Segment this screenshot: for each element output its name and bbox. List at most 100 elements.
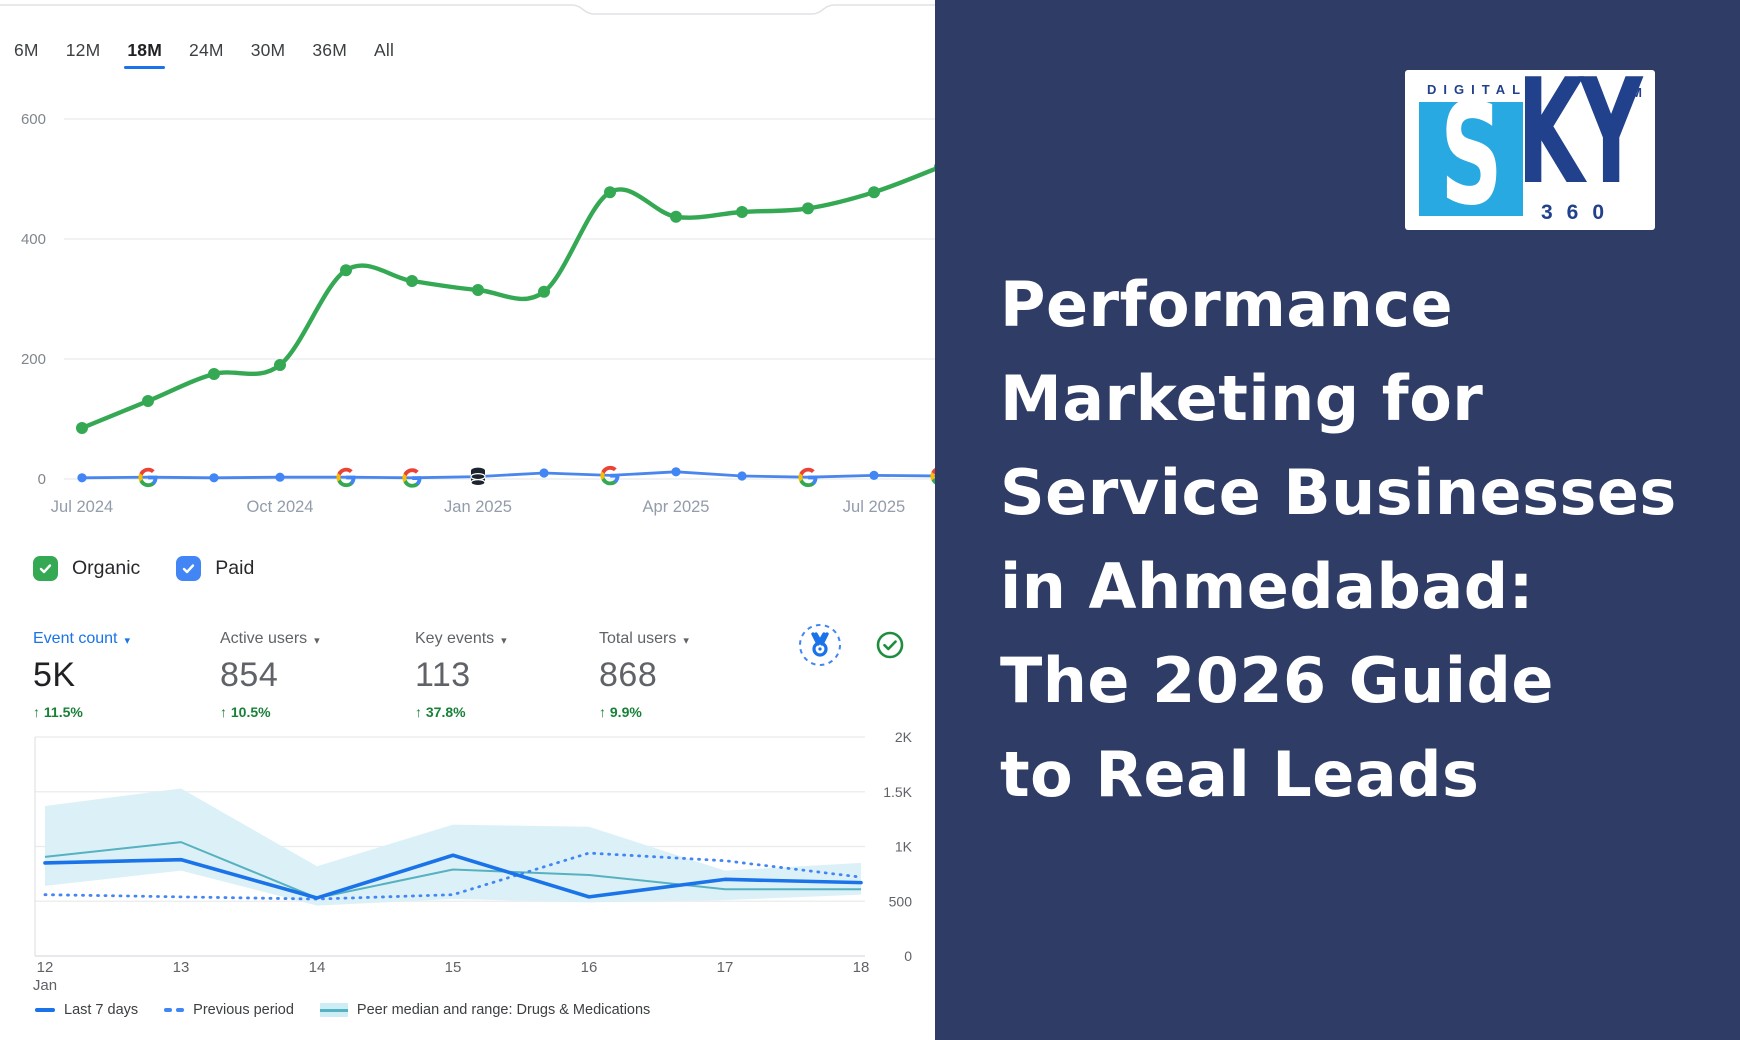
svg-text:200: 200 [21,351,46,368]
svg-text:600: 600 [21,111,46,128]
svg-text:1K: 1K [895,839,913,855]
chevron-down-icon: ▾ [501,634,507,647]
svg-text:16: 16 [581,959,598,976]
legend-item: Peer median and range: Drugs & Medicatio… [319,1002,650,1018]
series-toggle-row: Organic Paid [33,556,254,581]
paid-point-dot [539,468,549,478]
organic-point [736,206,748,218]
paid-point-dot [77,473,87,483]
metric-selector[interactable]: Total users ▾ [599,630,689,647]
title-line: to Real Leads [1000,738,1480,811]
google-icon [930,468,935,485]
toggle-paid[interactable]: Paid [176,556,254,581]
organic-line [79,166,935,431]
organic-point [208,368,220,380]
metrics-row: Event count ▾ 5K ↑ 11.5% Active users ▾ 854 ↑ 1… [0,630,935,725]
svg-text:1.5K: 1.5K [883,784,912,800]
logo-s-letter: S [1439,74,1503,237]
metric-selector[interactable]: Key events ▾ [415,630,507,647]
svg-text:Jul 2024: Jul 2024 [51,498,113,516]
up-arrow-icon: ↑ [415,704,422,720]
google-icon [600,465,620,486]
verified-check-icon[interactable] [876,631,904,659]
organic-point [802,202,814,215]
time-range-tab-24m[interactable]: 24M [189,40,224,60]
svg-text:Jan: Jan [33,977,57,994]
svg-text:0: 0 [904,948,912,964]
logo-360-text: 360 [1541,201,1619,224]
svg-text:Apr 2025: Apr 2025 [643,498,710,516]
overlay-panel: Performance Marketing for Service Business… [935,0,1740,1040]
time-range-tab-12m[interactable]: 12M [65,40,101,60]
paid-point-dot [869,470,879,480]
svg-text:13: 13 [173,959,190,976]
solid-line-swatch [35,1008,55,1012]
metric-key-events: Key events ▾ 113 ↑ 37.8% [415,630,507,720]
svg-text:0: 0 [38,471,46,488]
paid-point-dot [737,471,747,481]
title-line: Performance [1000,268,1454,341]
time-range-tab-all[interactable]: All [374,40,395,60]
chevron-down-icon: ▾ [683,634,689,647]
toggle-organic[interactable]: Organic [33,556,140,581]
time-range-tab-30m[interactable]: 30M [250,40,286,60]
organic-point [406,275,418,287]
logo-ky-letters: KY [1517,48,1643,217]
previous-period-line [43,851,863,901]
chart-legend: Last 7 days Previous period Peer median an… [35,1002,650,1018]
google-icon [336,467,356,488]
time-range-tab-36m[interactable]: 36M [312,40,347,60]
benchmark-chart[interactable]: 2K 1.5K 1K 500 0 12 13 14 15 16 17 18 Jan [0,700,935,1000]
up-arrow-icon: ↑ [220,704,227,720]
metric-active-users: Active users ▾ 854 ↑ 10.5% [220,630,320,720]
organic-point [538,285,550,298]
svg-text:15: 15 [445,959,462,976]
svg-text:400: 400 [21,231,46,248]
organic-point [670,210,682,223]
metric-selector[interactable]: Event count ▾ [33,630,131,647]
logo-s-box: S [1419,86,1523,226]
svg-text:12: 12 [37,959,54,976]
organic-point [868,186,880,199]
paid-checkbox-icon [176,556,202,581]
google-icon [798,467,818,488]
analytics-screenshot: 6M 12M 18M 24M 30M 36M All 600 400 200 0 Jul 2024 O… [0,4,935,1018]
metric-selector[interactable]: Active users ▾ [220,630,320,647]
organic-point [274,359,286,371]
paid-point-dot [671,467,681,477]
legend-item: Last 7 days [35,1002,138,1018]
traffic-trend-chart[interactable]: 600 400 200 0 Jul 2024 Oct 2024 Jan 2025 Apr 20… [0,88,935,538]
svg-text:Oct 2024: Oct 2024 [247,498,314,516]
up-arrow-icon: ↑ [599,704,606,720]
organic-checkbox-icon [33,556,58,581]
time-range-tab-6m[interactable]: 6M [14,40,39,60]
svg-text:18: 18 [853,959,870,976]
svg-text:Jan 2025: Jan 2025 [444,498,512,516]
browser-tab-edge [0,4,935,15]
title-line: The 2026 Guide [1000,644,1554,717]
legend-item: Previous period [164,1002,294,1018]
organic-point [604,186,616,199]
time-range-tabs: 6M 12M 18M 24M 30M 36M All [14,40,394,75]
paid-point-dot [209,473,219,483]
svg-text:17: 17 [717,959,734,976]
benchmark-medal-icon[interactable] [796,621,844,669]
logo-trademark: TM [1623,85,1642,100]
peer-median-line [44,841,861,899]
google-icon [402,468,422,488]
organic-point [934,163,935,171]
digital-sky-360-logo: DIGITAL S KY TM 360 [1405,60,1655,230]
metric-event-count: Event count ▾ 5K ↑ 11.5% [33,630,131,720]
time-range-tab-18m[interactable]: 18M [124,40,165,75]
paid-line [81,470,935,480]
title-line: Marketing for [1000,362,1484,435]
last-7-days-line [43,853,863,900]
chevron-down-icon: ▾ [314,634,320,647]
metric-total-users: Total users ▾ 868 ↑ 9.9% [599,630,689,720]
dashed-line-swatch [164,1008,185,1012]
svg-text:Jul 2025: Jul 2025 [843,498,905,516]
google-icon [138,467,158,488]
title-line: in Ahmedabad: [1000,550,1534,623]
paid-point-dot [275,472,285,482]
